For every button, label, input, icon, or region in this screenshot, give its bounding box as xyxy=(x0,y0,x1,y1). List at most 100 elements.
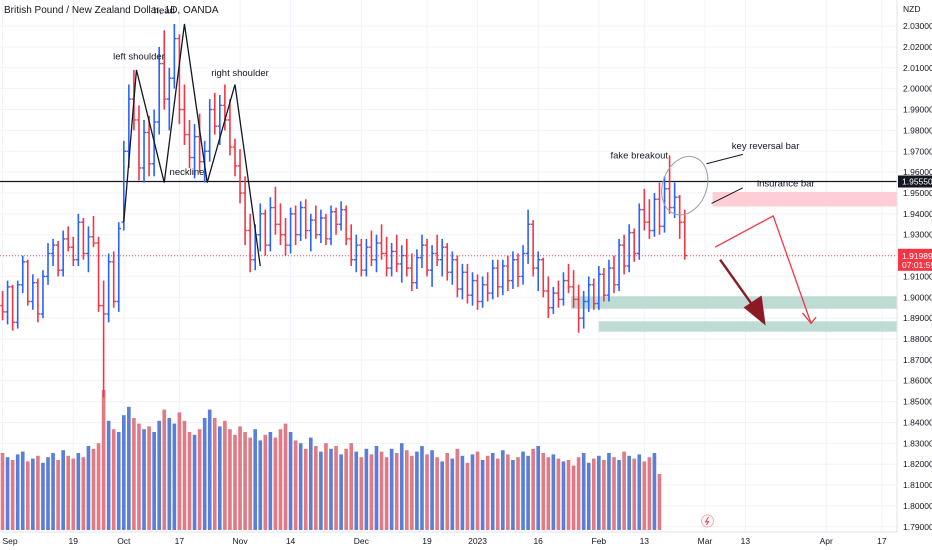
head-and-shoulders-pattern xyxy=(123,23,261,267)
volume-bar xyxy=(36,455,40,530)
price-axis-bg xyxy=(897,0,932,550)
time-tick: Oct xyxy=(117,536,131,546)
volume-bar xyxy=(364,448,369,530)
ohlc-bar xyxy=(273,186,278,235)
ohlc-bar xyxy=(490,259,495,300)
volume-bar xyxy=(142,429,146,530)
volume-bar xyxy=(20,451,25,530)
ohlc-bar xyxy=(566,263,571,294)
ohlc-bar xyxy=(596,266,602,310)
time-axis[interactable]: Sep 19 Oct 17 Nov 14 Dec 19 2023 16 Feb 13 Mar 13 Apr 1… xyxy=(0,514,932,550)
ohlc-bar xyxy=(364,238,369,277)
time-tick: 17 xyxy=(175,536,185,546)
ohlc-bar xyxy=(576,284,581,333)
volume-bar xyxy=(207,409,212,530)
volume-bar xyxy=(218,426,222,530)
volume-bar xyxy=(480,460,485,530)
volume-bar xyxy=(410,455,414,530)
volume-bar xyxy=(233,434,237,530)
volume-bar xyxy=(597,455,601,530)
time-tick: 2023 xyxy=(468,536,487,546)
fake-breakout-ellipse xyxy=(661,156,709,216)
ohlc-bar xyxy=(409,253,415,292)
volume-bar xyxy=(334,446,338,530)
ohlc-bar xyxy=(424,238,430,277)
time-tick: 13 xyxy=(741,536,751,546)
volume-bar xyxy=(61,450,65,530)
price-tick: 2.03000 xyxy=(903,21,932,31)
price-tick: 1.86000 xyxy=(903,376,932,386)
ohlc-bar xyxy=(500,259,506,296)
ohlc-bar xyxy=(86,226,91,273)
price-tick: 1.99000 xyxy=(903,105,932,115)
ohlc-bar xyxy=(81,218,86,260)
volume-bar xyxy=(541,453,546,530)
ohlc-bar xyxy=(540,257,546,298)
volume-bar xyxy=(41,462,45,530)
neckline-price-text: 1.95550 xyxy=(902,177,932,187)
ohlc-bar xyxy=(485,272,490,302)
ohlc-bar xyxy=(55,240,61,277)
ohlc-bar xyxy=(682,209,688,260)
ohlc-bar xyxy=(379,224,384,260)
ohlc-bar xyxy=(677,195,682,239)
volume-bar xyxy=(339,454,343,530)
volume-bar xyxy=(531,448,535,530)
price-tick: 1.89000 xyxy=(903,313,932,323)
ohlc-bar xyxy=(419,234,425,269)
ohlc-bar xyxy=(333,207,339,235)
ohlc-bar xyxy=(586,276,592,312)
ohlc-bar xyxy=(667,155,672,214)
target-arrow-head xyxy=(743,295,766,326)
volume-bar xyxy=(46,457,50,530)
ohlc-bar xyxy=(212,92,218,135)
volume-bar xyxy=(379,451,384,530)
ohlc-bar xyxy=(510,251,516,289)
ohlc-bar xyxy=(10,284,15,331)
volume-bar xyxy=(440,461,445,530)
volume-bar xyxy=(197,429,202,530)
time-tick: 19 xyxy=(422,536,432,546)
volume-bar xyxy=(268,432,273,530)
volume-bars xyxy=(0,390,662,530)
ohlc-bar xyxy=(495,259,501,298)
volume-bar xyxy=(81,457,86,530)
volume-bar xyxy=(470,454,475,530)
last-price-text: 1.91989 xyxy=(902,251,932,261)
volume-bar xyxy=(5,457,10,530)
zone-support-lower xyxy=(598,321,897,332)
volume-bar xyxy=(420,446,424,530)
ohlc-bar xyxy=(35,278,41,323)
ohlc-bar xyxy=(601,268,607,302)
volume-bar xyxy=(460,455,465,530)
volume-bar xyxy=(521,451,525,530)
ohlc-bar xyxy=(5,280,10,325)
ohlc-bar xyxy=(0,291,5,321)
volume-bar xyxy=(632,458,637,530)
ohlc-bar xyxy=(263,209,268,256)
volume-bar xyxy=(561,461,566,530)
volume-bar xyxy=(167,418,172,530)
neckline-price-tag xyxy=(898,175,932,188)
ohlc-bar xyxy=(20,255,26,294)
volume-bar xyxy=(283,423,288,530)
volume-bar xyxy=(374,446,379,530)
time-tick: Dec xyxy=(354,536,370,546)
projection-arrowhead xyxy=(801,312,817,325)
volume-bar xyxy=(303,448,308,530)
ohlc-bar xyxy=(591,278,597,310)
ohlc-bar xyxy=(323,213,329,246)
price-tick: 1.98000 xyxy=(903,125,932,135)
ohlc-bar xyxy=(475,274,480,310)
volume-bar xyxy=(106,420,111,530)
ohlc-bar xyxy=(111,251,116,308)
volume-bar xyxy=(566,460,571,530)
volume-bar xyxy=(71,458,76,530)
price-tick: 1.87000 xyxy=(903,355,932,365)
price-axis[interactable]: NZD 1.79000 1.80000 1.81000 1.82000 1.83000 1.… xyxy=(896,0,932,550)
ohlc-bar xyxy=(156,46,162,135)
volume-bar xyxy=(314,446,318,530)
volume-bar xyxy=(319,451,323,530)
time-axis-bg xyxy=(0,532,932,550)
